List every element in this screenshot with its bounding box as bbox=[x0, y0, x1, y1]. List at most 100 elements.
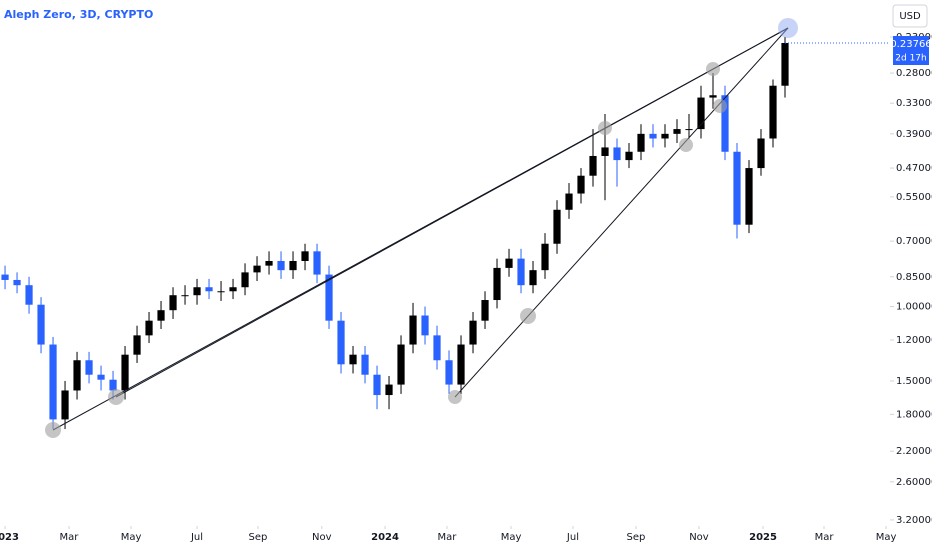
candle-body bbox=[421, 315, 429, 336]
candle-body bbox=[457, 344, 465, 385]
trend-line bbox=[115, 27, 789, 398]
candle-body bbox=[589, 155, 597, 176]
candle-body bbox=[145, 320, 153, 336]
x-tick-label: Mar bbox=[815, 532, 835, 543]
candle-body bbox=[49, 344, 57, 420]
candle-body bbox=[193, 287, 201, 296]
y-tick-label: 1.50000 bbox=[896, 376, 932, 387]
touch-point bbox=[679, 138, 693, 152]
trend-line bbox=[454, 27, 789, 398]
candle-body bbox=[709, 95, 717, 98]
candle-body bbox=[541, 243, 549, 271]
touch-point bbox=[45, 422, 61, 438]
candle-body bbox=[205, 287, 213, 292]
countdown: 2d 17h bbox=[895, 54, 926, 64]
candle-body bbox=[397, 344, 405, 385]
x-tick-label: May bbox=[501, 532, 522, 543]
y-tick-label: 1.80000 bbox=[896, 409, 932, 420]
x-tick-label: 2025 bbox=[749, 532, 777, 543]
candle-body bbox=[385, 384, 393, 396]
candle-body bbox=[517, 258, 525, 286]
candle-body bbox=[169, 295, 177, 311]
candle-body bbox=[25, 285, 33, 305]
last-price: 0.23766 bbox=[890, 39, 931, 50]
touch-point bbox=[706, 62, 720, 76]
touch-point bbox=[448, 390, 462, 404]
x-tick-label: Nov bbox=[312, 532, 332, 543]
candle-body bbox=[649, 133, 657, 139]
candle-body bbox=[157, 310, 165, 321]
candle-body bbox=[277, 260, 285, 271]
candle-body bbox=[325, 274, 333, 321]
plot-area bbox=[1, 36, 890, 430]
candle-body bbox=[1, 274, 9, 280]
candle-body bbox=[781, 42, 789, 86]
candle-body bbox=[505, 258, 513, 268]
candle-body bbox=[613, 147, 621, 161]
candle-body bbox=[721, 95, 729, 152]
candle-body bbox=[121, 354, 129, 391]
candle-body bbox=[577, 175, 585, 194]
candle-body bbox=[73, 360, 81, 391]
time-axis: 2023 Mar May Jul Sep Nov 2024 Mar May Jul Sep Nov 20… bbox=[0, 526, 896, 543]
candle-body bbox=[253, 265, 261, 273]
touch-point bbox=[713, 99, 727, 113]
y-tick-label: 0.85000 bbox=[896, 272, 932, 283]
candle-body bbox=[409, 315, 417, 345]
candle-body bbox=[133, 335, 141, 355]
currency[interactable]: USD bbox=[899, 11, 921, 22]
candle-body bbox=[289, 260, 297, 271]
candle-body bbox=[625, 151, 633, 161]
candle-body bbox=[553, 209, 561, 244]
x-tick-label: 2023 bbox=[0, 532, 19, 543]
candle-body bbox=[433, 335, 441, 361]
x-tick-label: 2024 bbox=[371, 532, 399, 543]
price-badge bbox=[893, 36, 929, 65]
candle-body bbox=[85, 360, 93, 375]
candle-body bbox=[217, 291, 225, 293]
x-tick-label: May bbox=[121, 532, 142, 543]
candle-body bbox=[313, 251, 321, 275]
candle-body bbox=[445, 360, 453, 385]
chart-title: Aleph Zero, 3D, CRYPTO bbox=[4, 8, 153, 21]
y-tick-label: 1.00000 bbox=[896, 302, 932, 313]
candle-body bbox=[61, 390, 69, 420]
candle-body bbox=[493, 267, 501, 301]
x-tick-label: Jul bbox=[190, 532, 203, 543]
candle-body bbox=[109, 379, 117, 391]
candle-body bbox=[685, 129, 693, 131]
candle-body bbox=[697, 97, 705, 130]
candle-body bbox=[361, 354, 369, 375]
candle-body bbox=[661, 133, 669, 139]
candle-body bbox=[565, 193, 573, 210]
candle-body bbox=[181, 295, 189, 297]
candle-body bbox=[373, 374, 381, 396]
candle-body bbox=[301, 251, 309, 261]
candle-body bbox=[97, 374, 105, 380]
y-tick-label: 2.60000 bbox=[896, 477, 932, 488]
currency-button[interactable] bbox=[892, 4, 928, 28]
touch-point bbox=[778, 18, 798, 38]
touch-points bbox=[45, 18, 798, 438]
candle-body bbox=[241, 272, 249, 288]
candle-body bbox=[229, 287, 237, 292]
touch-point bbox=[520, 308, 536, 324]
candle-body bbox=[37, 304, 45, 345]
candle-body bbox=[265, 260, 273, 266]
candle-body bbox=[745, 168, 753, 225]
candle-body bbox=[637, 133, 645, 152]
candle-body bbox=[469, 320, 477, 345]
x-tick-label: Sep bbox=[249, 532, 268, 543]
candle-body bbox=[337, 320, 345, 365]
candle-body bbox=[529, 270, 537, 286]
